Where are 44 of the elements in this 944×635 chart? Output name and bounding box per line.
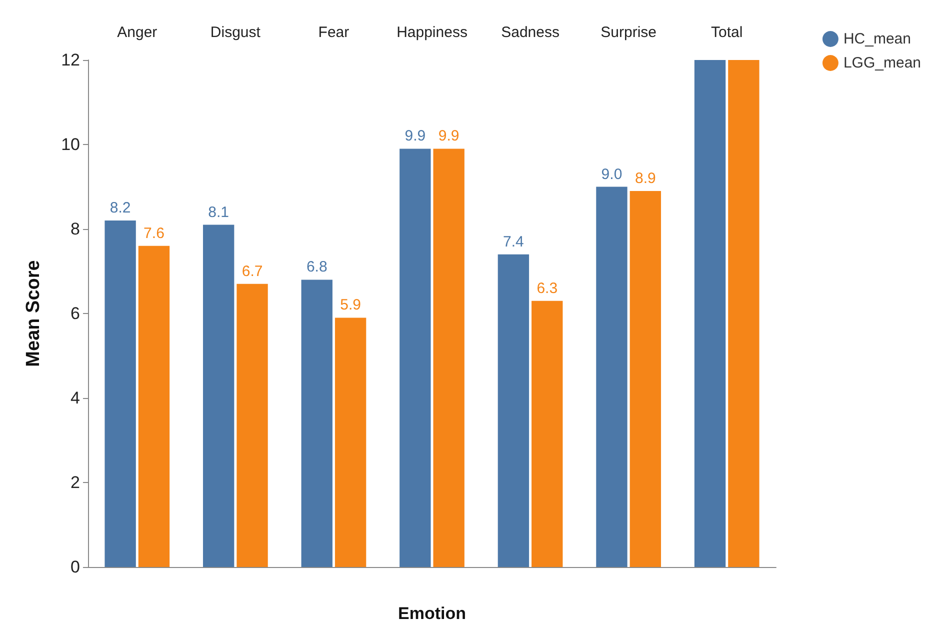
y-tick-label: 4	[70, 388, 80, 408]
bar	[498, 254, 530, 567]
x-tick-label: Anger	[117, 24, 158, 41]
data-label: 8.9	[634, 170, 656, 187]
bar	[400, 148, 431, 567]
data-label: 5.9	[340, 296, 361, 314]
x-tick-label: Total	[711, 24, 743, 41]
bar	[236, 284, 268, 567]
x-tick-label: Fear	[318, 24, 350, 41]
y-axis-title: Mean Score	[23, 260, 44, 367]
legend-label: HC_mean	[843, 30, 911, 48]
x-tick-label: Surprise	[600, 24, 656, 41]
y-tick-label: 2	[70, 473, 80, 492]
bar	[301, 280, 332, 567]
y-tick-label: 12	[61, 50, 80, 70]
y-tick-label: 0	[70, 558, 80, 576]
legend-label: LGG_mean	[843, 54, 922, 72]
y-tick-label: 8	[70, 220, 80, 238]
data-label: 6.3	[536, 280, 558, 297]
data-label: 7.4	[503, 233, 524, 250]
x-tick-label: Happiness	[396, 24, 468, 41]
data-label: 6.7	[242, 262, 263, 280]
bar	[334, 318, 366, 567]
y-tick-label: 10	[61, 135, 80, 154]
x-tick-label: Sadness	[501, 24, 560, 41]
data-label: 9.0	[601, 166, 622, 183]
bar	[728, 60, 760, 567]
x-tick-label: Disgust	[210, 24, 262, 41]
data-label: 8.2	[110, 200, 131, 217]
bar	[630, 190, 662, 567]
data-label: 9.9	[438, 128, 460, 145]
data-label: 9.9	[404, 128, 426, 145]
bar	[694, 60, 726, 567]
bar	[202, 224, 234, 567]
bar	[433, 148, 464, 567]
x-axis-title: Emotion	[398, 604, 466, 623]
y-tick-label: 6	[70, 304, 80, 323]
bar	[104, 220, 136, 567]
bar	[596, 186, 628, 567]
data-label: 7.6	[144, 224, 164, 242]
bar	[532, 300, 563, 567]
data-label: 6.8	[306, 258, 328, 276]
bar	[138, 246, 170, 567]
data-label: 8.1	[208, 204, 230, 221]
